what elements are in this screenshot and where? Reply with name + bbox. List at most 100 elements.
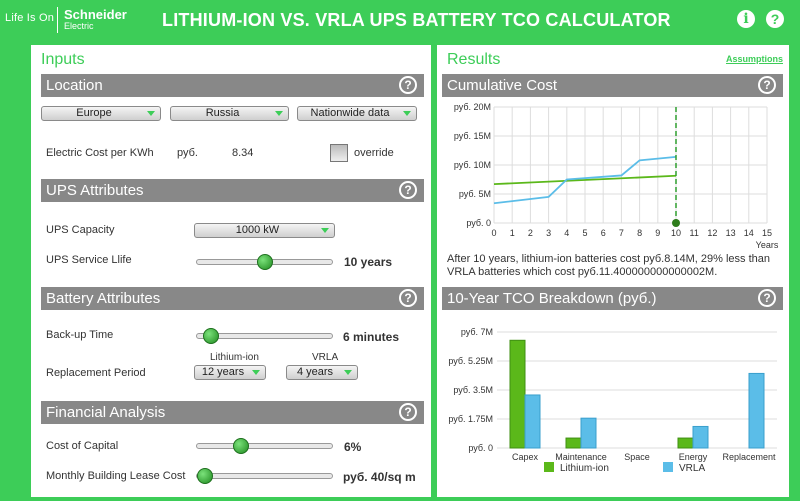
brand-logo: Schneider <box>64 7 127 22</box>
info-icon[interactable]: i <box>737 10 755 28</box>
breakdown-section-bar: 10-Year TCO Breakdown (руб.) ? <box>442 287 783 310</box>
cost-of-capital-value: 6% <box>344 440 362 454</box>
x-tick-label: 7 <box>619 228 624 238</box>
category-label: Energy <box>679 452 708 462</box>
category-label: Replacement <box>722 452 776 462</box>
x-tick-label: 13 <box>726 228 736 238</box>
electric-cost-value: 8.34 <box>232 147 254 159</box>
y-tick-label: руб. 5M <box>459 189 491 199</box>
liion-period-value: 12 years <box>201 366 245 378</box>
series-line <box>493 155 677 205</box>
region-value: Europe <box>76 107 112 119</box>
ups-service-life-value: 10 years <box>344 255 393 269</box>
ups-section-bar: UPS Attributes ? <box>41 179 424 202</box>
chevron-down-icon <box>403 111 411 116</box>
legend-label-liion: Lithium-ion <box>560 463 609 474</box>
x-tick-label: 12 <box>707 228 717 238</box>
region-dropdown[interactable]: Europe <box>41 106 161 121</box>
financial-section-bar: Financial Analysis ? <box>41 401 424 424</box>
ups-help-icon[interactable]: ? <box>399 181 417 199</box>
logo-divider <box>57 7 58 33</box>
lease-cost-slider[interactable] <box>196 468 333 484</box>
slider-knob[interactable] <box>202 328 219 344</box>
year-marker-handle <box>672 219 680 227</box>
help-icon[interactable]: ? <box>766 10 784 28</box>
ups-title: UPS Attributes <box>46 182 144 199</box>
inputs-panel: Inputs Location ? Europe Russia Nationwi… <box>31 45 431 497</box>
lease-cost-value: руб. 40/sq m <box>343 470 416 484</box>
results-panel: Results Assumptions Cumulative Cost ? ру… <box>437 45 789 497</box>
slider-knob[interactable] <box>256 254 273 270</box>
tagline: Life Is On <box>5 12 55 24</box>
x-tick-label: 1 <box>510 228 515 238</box>
y-tick-label: руб. 3.5M <box>453 385 493 395</box>
financial-title: Financial Analysis <box>46 404 166 421</box>
x-tick-label: 15 <box>762 228 772 238</box>
data-scope-value: Nationwide data <box>310 107 390 119</box>
y-tick-label: руб. 20M <box>454 102 491 112</box>
x-tick-label: 3 <box>546 228 551 238</box>
liion-period-dropdown[interactable]: 12 years <box>194 365 266 380</box>
legend-swatch-vrla <box>663 462 673 472</box>
app-header: Life Is On Schneider Electric LITHIUM-IO… <box>0 0 800 40</box>
assumptions-link[interactable]: Assumptions <box>725 54 783 64</box>
override-checkbox[interactable] <box>330 144 348 162</box>
x-axis-label: Years <box>756 240 779 250</box>
x-tick-label: 5 <box>582 228 587 238</box>
tco-breakdown-chart: руб. 0 руб. 1.75M руб. 3.5M руб. 5.25M руб. … <box>448 327 777 474</box>
inputs-heading: Inputs <box>41 51 85 68</box>
legend-swatch-liion <box>544 462 554 472</box>
battery-section-bar: Battery Attributes ? <box>41 287 424 310</box>
bar <box>580 417 597 449</box>
bar <box>509 339 526 449</box>
cumulative-section-bar: Cumulative Cost ? <box>442 74 783 97</box>
cost-of-capital-label: Cost of Capital <box>46 440 119 452</box>
lease-cost-label: Monthly Building Lease Cost <box>46 470 186 482</box>
results-summary: After 10 years, lithium-ion batteries co… <box>447 253 771 278</box>
brand-logo-sub: Electric <box>64 21 94 31</box>
chevron-down-icon <box>321 228 329 233</box>
bar <box>748 372 765 449</box>
backup-time-slider[interactable] <box>196 328 333 344</box>
x-tick-label: 4 <box>564 228 569 238</box>
backup-time-label: Back-up Time <box>46 329 114 341</box>
location-help-icon[interactable]: ? <box>399 76 417 94</box>
y-tick-label: руб. 7M <box>461 327 493 337</box>
data-scope-dropdown[interactable]: Nationwide data <box>297 106 417 121</box>
x-tick-label: 10 <box>671 228 681 238</box>
vrla-period-dropdown[interactable]: 4 years <box>286 365 358 380</box>
electric-cost-label: Electric Cost per KWh <box>46 147 154 159</box>
financial-help-icon[interactable]: ? <box>399 403 417 421</box>
ups-service-life-slider[interactable] <box>196 254 333 270</box>
location-title: Location <box>46 77 103 94</box>
ups-capacity-value: 1000 kW <box>235 224 280 236</box>
country-dropdown[interactable]: Russia <box>170 106 289 121</box>
battery-help-icon[interactable]: ? <box>399 289 417 307</box>
series-line <box>493 174 677 186</box>
bar <box>565 437 582 449</box>
slider-knob[interactable] <box>232 438 249 454</box>
electric-cost-currency: руб. <box>177 147 198 159</box>
replacement-period-label: Replacement Period <box>46 367 146 379</box>
country-value: Russia <box>205 107 240 119</box>
ups-service-life-label: UPS Service Llife <box>46 254 132 266</box>
category-label: Maintenance <box>555 452 607 462</box>
x-tick-label: 11 <box>690 228 699 238</box>
breakdown-help-icon[interactable]: ? <box>758 289 776 307</box>
slider-knob[interactable] <box>197 468 213 484</box>
backup-time-value: 6 minutes <box>343 330 400 344</box>
ups-capacity-dropdown[interactable]: 1000 kW <box>194 223 335 238</box>
results-heading: Results <box>447 51 501 68</box>
legend-label-vrla: VRLA <box>679 463 705 474</box>
x-tick-label: 0 <box>491 228 496 238</box>
x-tick-label: 6 <box>601 228 606 238</box>
chevron-down-icon <box>344 370 352 375</box>
cost-of-capital-slider[interactable] <box>196 438 333 454</box>
cumulative-help-icon[interactable]: ? <box>758 76 776 94</box>
app-title: LITHIUM-ION VS. VRLA UPS BATTERY TCO CAL… <box>162 10 671 30</box>
category-label: Capex <box>512 452 539 462</box>
y-tick-label: руб. 15M <box>454 131 491 141</box>
vrla-period-value: 4 years <box>296 366 334 378</box>
bar <box>677 437 694 449</box>
